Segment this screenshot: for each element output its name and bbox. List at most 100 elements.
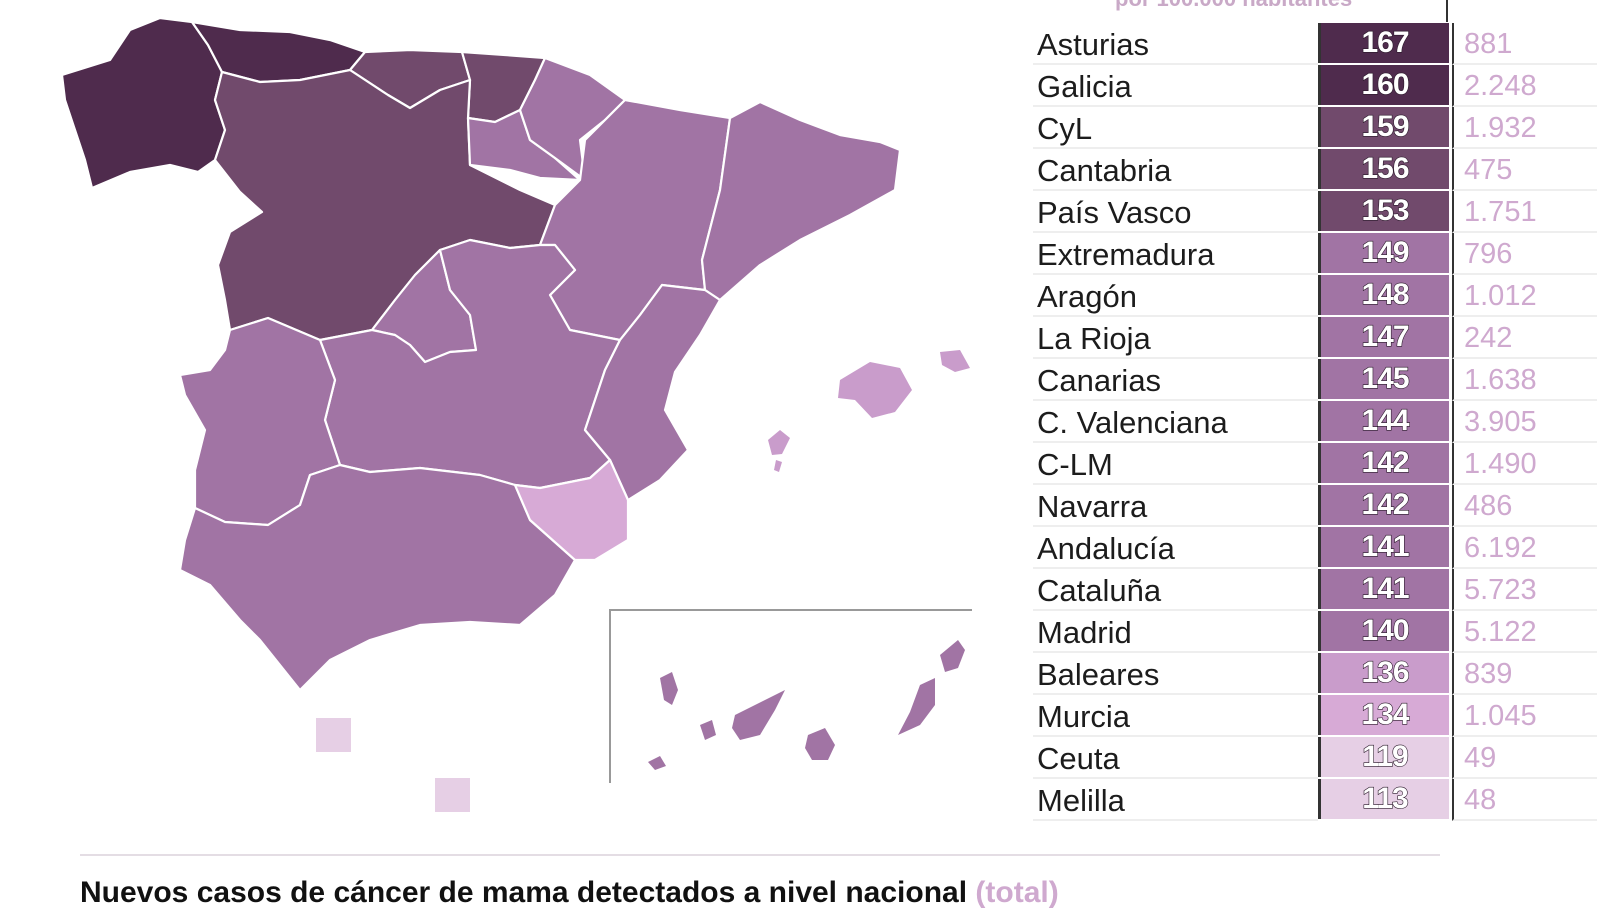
cases-value: 1.932 xyxy=(1452,107,1597,149)
rate-value: 147 xyxy=(1318,317,1449,357)
row-divider xyxy=(1033,777,1318,779)
table-row: C. Valenciana 144 3.905 xyxy=(1033,401,1597,443)
region-murcia xyxy=(513,458,630,562)
cases-value: 1.012 xyxy=(1452,275,1597,317)
cases-value: 1.638 xyxy=(1452,359,1597,401)
cases-value: 6.192 xyxy=(1452,527,1597,569)
region-cataluna xyxy=(700,100,902,302)
row-divider xyxy=(1033,693,1318,695)
region-name: Murcia xyxy=(1037,699,1131,734)
row-divider xyxy=(1033,483,1318,485)
region-name: Asturias xyxy=(1037,27,1149,62)
region-name: Extremadura xyxy=(1037,237,1215,272)
region-name: Canarias xyxy=(1037,363,1162,398)
region-name: CyL xyxy=(1037,111,1093,146)
cases-value: 242 xyxy=(1452,317,1597,359)
footer-title: Nuevos casos de cáncer de mama detectado… xyxy=(80,876,1059,910)
table-row: Baleares 136 839 xyxy=(1033,653,1597,695)
footer-title-suffix: (total) xyxy=(975,876,1059,909)
region-name: Andalucía xyxy=(1037,531,1175,566)
region-name: Cataluña xyxy=(1037,573,1162,608)
table-row: Cataluña 141 5.723 xyxy=(1033,569,1597,611)
cases-value: 5.723 xyxy=(1452,569,1597,611)
region-name: Melilla xyxy=(1037,783,1125,818)
row-divider xyxy=(1033,735,1318,737)
table-row: Galicia 160 2.248 xyxy=(1033,65,1597,107)
bottom-divider xyxy=(80,854,1440,856)
region-name: Madrid xyxy=(1037,615,1132,650)
cases-value: 49 xyxy=(1452,737,1597,779)
cases-value: 2.248 xyxy=(1452,65,1597,107)
rate-value: 141 xyxy=(1318,527,1449,567)
region-name: C. Valenciana xyxy=(1037,405,1228,440)
rate-value: 159 xyxy=(1318,107,1449,147)
region-baleares-mallorca xyxy=(838,362,912,418)
row-divider xyxy=(1033,231,1318,233)
row-divider xyxy=(1033,315,1318,317)
rate-value: 141 xyxy=(1318,569,1449,609)
rate-value: 167 xyxy=(1318,23,1449,63)
region-name: La Rioja xyxy=(1037,321,1151,356)
region-melilla xyxy=(435,778,470,812)
rate-value: 136 xyxy=(1318,653,1449,693)
region-name: País Vasco xyxy=(1037,195,1192,230)
row-divider xyxy=(1033,609,1318,611)
table-row: Aragón 148 1.012 xyxy=(1033,275,1597,317)
cases-value: 1.490 xyxy=(1452,443,1597,485)
region-baleares-ibiza xyxy=(768,430,790,455)
region-name: Aragón xyxy=(1037,279,1137,314)
region-andalucia xyxy=(178,463,577,692)
row-divider xyxy=(1033,567,1318,569)
rate-value: 153 xyxy=(1318,191,1449,231)
table-row: Murcia 134 1.045 xyxy=(1033,695,1597,737)
rate-value: 142 xyxy=(1318,485,1449,525)
table-row: C-LM 142 1.490 xyxy=(1033,443,1597,485)
region-baleares-formentera xyxy=(774,460,782,472)
row-divider xyxy=(1033,651,1318,653)
row-divider xyxy=(1033,819,1318,821)
row-divider xyxy=(1033,399,1318,401)
rate-value: 144 xyxy=(1318,401,1449,441)
rate-value: 113 xyxy=(1318,779,1449,819)
footer-title-text: Nuevos casos de cáncer de mama detectado… xyxy=(80,876,968,909)
region-name: Baleares xyxy=(1037,657,1160,692)
table-row: Cantabria 156 475 xyxy=(1033,149,1597,191)
region-c-valenciana xyxy=(583,283,722,502)
rate-value: 140 xyxy=(1318,611,1449,651)
row-divider xyxy=(1033,63,1318,65)
header-divider xyxy=(1446,0,1448,22)
cases-value: 475 xyxy=(1452,149,1597,191)
table-row: Andalucía 141 6.192 xyxy=(1033,527,1597,569)
canarias-inset-frame xyxy=(609,609,972,783)
table-row: Melilla 113 48 xyxy=(1033,779,1597,821)
cases-value: 5.122 xyxy=(1452,611,1597,653)
region-canarias xyxy=(648,640,965,770)
region-name: C-LM xyxy=(1037,447,1113,482)
rate-value: 156 xyxy=(1318,149,1449,189)
cases-value: 48 xyxy=(1452,779,1597,821)
region-name: Galicia xyxy=(1037,69,1132,104)
row-divider xyxy=(1033,105,1318,107)
region-name: Ceuta xyxy=(1037,741,1120,776)
region-galicia xyxy=(60,16,227,190)
rate-value: 149 xyxy=(1318,233,1449,273)
table-row: Canarias 145 1.638 xyxy=(1033,359,1597,401)
ranking-table: Asturias 167 881 Galicia 160 2.248 CyL 159 1.932… xyxy=(1033,23,1597,821)
cases-value: 3.905 xyxy=(1452,401,1597,443)
row-divider xyxy=(1033,189,1318,191)
cases-value: 1.045 xyxy=(1452,695,1597,737)
row-divider xyxy=(1033,147,1318,149)
row-divider xyxy=(1033,273,1318,275)
rate-value: 134 xyxy=(1318,695,1449,735)
region-la-rioja xyxy=(466,108,582,182)
table-row: Navarra 142 486 xyxy=(1033,485,1597,527)
row-divider xyxy=(1033,441,1318,443)
spain-map xyxy=(60,16,972,812)
rate-value: 148 xyxy=(1318,275,1449,315)
table-row: Madrid 140 5.122 xyxy=(1033,611,1597,653)
map-svg xyxy=(60,16,972,812)
cases-value: 881 xyxy=(1452,23,1597,65)
cases-value: 839 xyxy=(1452,653,1597,695)
region-name: Navarra xyxy=(1037,489,1148,524)
rate-value: 145 xyxy=(1318,359,1449,399)
